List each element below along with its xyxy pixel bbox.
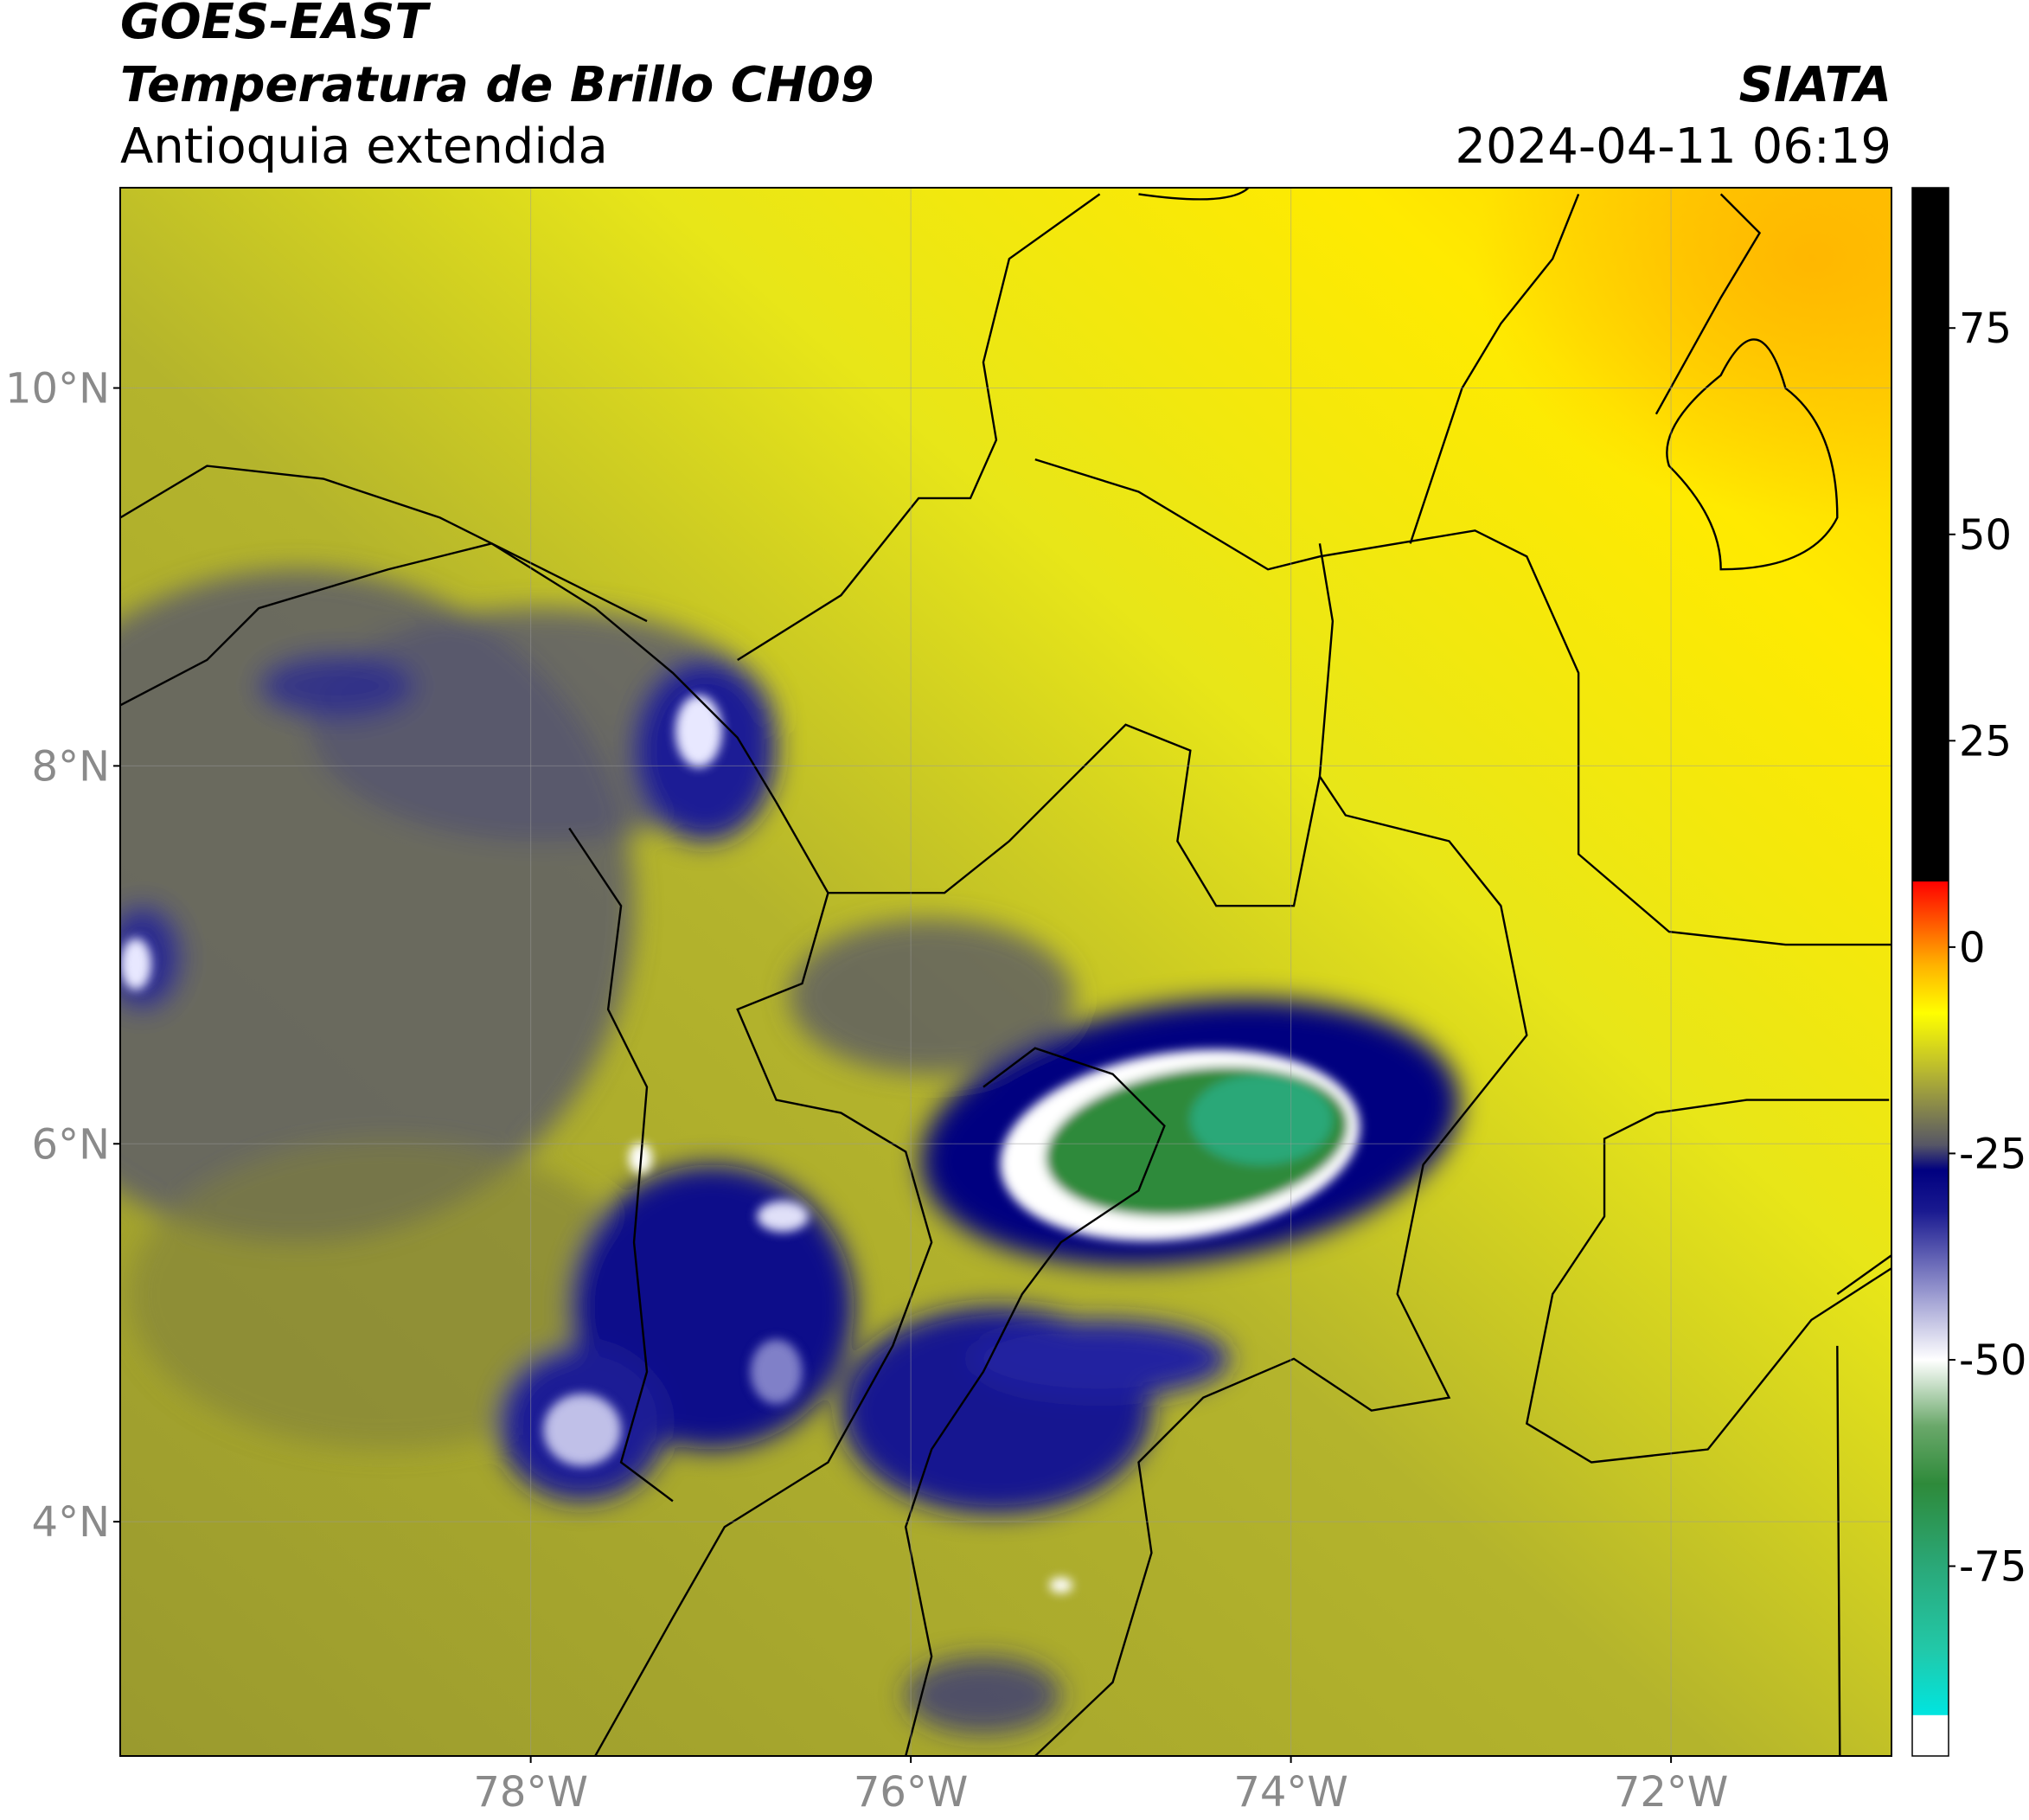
- subtitle: Temperatura de Brillo CH09: [120, 57, 874, 113]
- colorbar-segment: [1912, 881, 1949, 964]
- colorbar-tick-label: -25: [1959, 1130, 2026, 1178]
- colorbar-segment: [1912, 1013, 1949, 1072]
- colorbar-tick-label: 75: [1959, 304, 2012, 353]
- colorbar-tick-label: -75: [1959, 1543, 2026, 1592]
- y-tick-label: 10°N: [5, 365, 110, 413]
- colorbar-segment: [1912, 1426, 1949, 1484]
- colorbar-segment: [1912, 1170, 1949, 1212]
- map-frame: [119, 187, 1892, 1757]
- colorbar: -75 -50 -25 0 25 50 75: [1911, 187, 2026, 1757]
- colorbar-tick-label: 50: [1959, 511, 2012, 560]
- colorbar-tick-label: 25: [1959, 717, 2012, 766]
- colorbar-segment: [1912, 1359, 1949, 1426]
- datetime: 2024-04-11 06:19: [1455, 119, 1891, 175]
- source: SIATA: [1739, 57, 1891, 113]
- region: Antioquia extendida: [120, 119, 608, 175]
- colorbar-segment: [1912, 1211, 1949, 1295]
- colorbar-segment: [1912, 188, 1949, 882]
- y-tick-label: 4°N: [32, 1498, 110, 1547]
- boundaries: [120, 188, 1891, 1756]
- x-tick-label: 76°W: [854, 1768, 969, 1817]
- colorbar-frame: [1911, 187, 1949, 1757]
- colorbar-tick-label: 0: [1959, 924, 1986, 972]
- colorbar-segment: [1912, 1144, 1949, 1171]
- satellite-image: [120, 188, 1891, 1756]
- colorbar-tick-label: -50: [1959, 1336, 2026, 1385]
- colorbar-segment: [1912, 1484, 1949, 1567]
- colorbar-segment: [1912, 1293, 1949, 1361]
- y-tick-label: 6°N: [32, 1120, 110, 1169]
- colorbar-segment: [1912, 1714, 1949, 1757]
- colorbar-segment: [1912, 963, 1949, 1014]
- x-tick-label: 72°W: [1614, 1768, 1729, 1817]
- x-tick-label: 78°W: [473, 1768, 588, 1817]
- colorbar-segment: [1912, 1566, 1949, 1650]
- colorbar-segment: [1912, 1648, 1949, 1715]
- x-tick-label: 74°W: [1233, 1768, 1348, 1817]
- grid: [120, 188, 1891, 1756]
- y-tick-label: 8°N: [32, 742, 110, 791]
- colorbar-segment: [1912, 1071, 1949, 1146]
- title: GOES-EAST: [120, 0, 431, 50]
